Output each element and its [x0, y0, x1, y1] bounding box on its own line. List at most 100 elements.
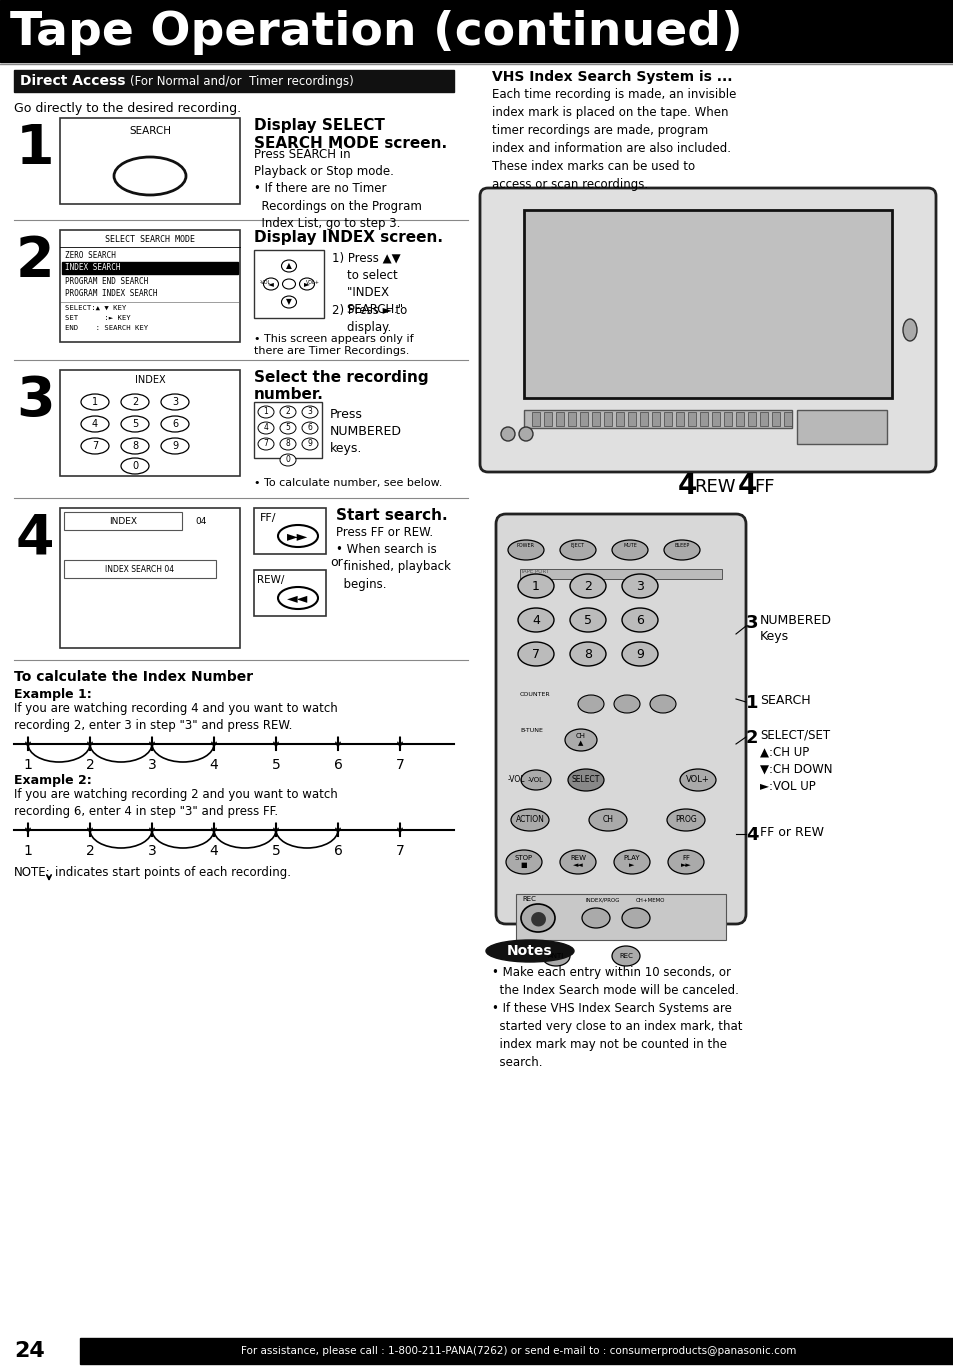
Ellipse shape — [277, 586, 317, 610]
Text: REW/: REW/ — [256, 576, 284, 585]
Text: 2: 2 — [86, 843, 94, 858]
Text: FF: FF — [753, 478, 774, 496]
Bar — [556, 411, 563, 427]
Text: 7: 7 — [91, 442, 98, 451]
Ellipse shape — [257, 437, 274, 450]
Text: 2: 2 — [745, 729, 758, 746]
Text: SET      :► KEY: SET :► KEY — [65, 314, 131, 321]
Text: 8: 8 — [583, 648, 592, 660]
Bar — [760, 411, 767, 427]
Bar — [523, 211, 891, 398]
Bar — [796, 410, 886, 444]
Bar — [64, 513, 182, 530]
Bar — [64, 560, 215, 578]
Text: Direct Access: Direct Access — [20, 74, 126, 87]
Ellipse shape — [277, 525, 317, 547]
Text: REW: REW — [693, 478, 735, 496]
Text: SELECT: SELECT — [571, 775, 599, 785]
Text: NOTE:: NOTE: — [14, 867, 51, 879]
Ellipse shape — [612, 946, 639, 966]
Text: Start search.: Start search. — [335, 509, 447, 524]
Text: Press FF or REW.
• When search is
  finished, playback
  begins.: Press FF or REW. • When search is finish… — [335, 526, 451, 591]
Text: 2: 2 — [132, 396, 138, 407]
Text: 1: 1 — [24, 843, 32, 858]
Text: Select the recording
number.: Select the recording number. — [253, 370, 428, 402]
Text: 4: 4 — [738, 472, 757, 500]
Text: NUMBERED
Keys: NUMBERED Keys — [760, 614, 831, 642]
Text: 0: 0 — [132, 461, 138, 472]
Text: 6: 6 — [334, 843, 342, 858]
Text: 9: 9 — [307, 440, 313, 448]
Bar — [0, 0, 953, 62]
Text: 1: 1 — [16, 122, 54, 176]
Text: Notes: Notes — [507, 945, 552, 958]
Bar — [80, 1338, 953, 1364]
Ellipse shape — [578, 694, 603, 714]
Ellipse shape — [517, 608, 554, 632]
Text: CH
▲: CH ▲ — [576, 734, 585, 746]
Ellipse shape — [569, 574, 605, 597]
Bar — [783, 411, 791, 427]
Ellipse shape — [581, 908, 609, 928]
Ellipse shape — [299, 278, 314, 290]
Text: If you are watching recording 4 and you want to watch
recording 2, enter 3 in st: If you are watching recording 4 and you … — [14, 703, 337, 731]
Text: 3: 3 — [636, 580, 643, 592]
Bar — [735, 411, 743, 427]
Ellipse shape — [121, 416, 149, 432]
Text: 9: 9 — [172, 442, 178, 451]
Text: 5: 5 — [272, 843, 280, 858]
Ellipse shape — [517, 574, 554, 597]
Text: 3: 3 — [148, 843, 156, 858]
Text: 1: 1 — [532, 580, 539, 592]
Text: Display SELECT
SEARCH MODE screen.: Display SELECT SEARCH MODE screen. — [253, 118, 447, 150]
Text: 3: 3 — [148, 757, 156, 772]
Text: indicates start points of each recording.: indicates start points of each recording… — [55, 867, 291, 879]
Text: Tape Operation (continued): Tape Operation (continued) — [10, 10, 742, 55]
Ellipse shape — [161, 416, 189, 432]
Text: END    : SEARCH KEY: END : SEARCH KEY — [65, 325, 148, 331]
Ellipse shape — [257, 406, 274, 418]
Text: ◄◄: ◄◄ — [287, 591, 309, 606]
Text: COUNTER: COUNTER — [519, 692, 550, 697]
Text: -VOL: -VOL — [507, 775, 524, 785]
Bar — [711, 411, 720, 427]
Ellipse shape — [507, 540, 543, 560]
Text: 5: 5 — [583, 614, 592, 626]
Text: 6: 6 — [307, 424, 313, 432]
Ellipse shape — [485, 940, 574, 962]
Text: 6: 6 — [172, 420, 178, 429]
Ellipse shape — [902, 319, 916, 340]
Text: or: or — [330, 556, 342, 569]
Text: 5: 5 — [272, 757, 280, 772]
Ellipse shape — [280, 406, 295, 418]
Text: INDEX/PROG: INDEX/PROG — [585, 898, 619, 904]
Ellipse shape — [614, 694, 639, 714]
Text: Go directly to the desired recording.: Go directly to the desired recording. — [14, 103, 241, 115]
Text: Each time recording is made, an invisible
index mark is placed on the tape. When: Each time recording is made, an invisibl… — [492, 87, 736, 191]
Ellipse shape — [621, 608, 658, 632]
Ellipse shape — [614, 850, 649, 874]
Text: 9: 9 — [636, 648, 643, 660]
Bar — [579, 411, 587, 427]
Text: 2: 2 — [16, 234, 54, 288]
Text: To calculate the Index Number: To calculate the Index Number — [14, 670, 253, 684]
Text: FF or REW: FF or REW — [760, 826, 823, 839]
Text: ACTION: ACTION — [515, 816, 544, 824]
Text: ►►: ►► — [287, 529, 309, 543]
Text: VOL+: VOL+ — [685, 775, 709, 785]
Bar — [523, 410, 791, 428]
Bar — [60, 509, 240, 648]
Ellipse shape — [121, 437, 149, 454]
Text: 4: 4 — [210, 843, 218, 858]
Bar — [60, 230, 240, 342]
Ellipse shape — [649, 694, 676, 714]
Text: 5: 5 — [132, 420, 138, 429]
Text: MUTE: MUTE — [622, 543, 637, 548]
Bar — [543, 411, 552, 427]
Ellipse shape — [81, 416, 109, 432]
Ellipse shape — [569, 642, 605, 666]
Text: SEARCH: SEARCH — [760, 694, 810, 707]
Text: 7: 7 — [263, 440, 268, 448]
Bar — [253, 570, 326, 617]
Text: 3: 3 — [745, 614, 758, 632]
